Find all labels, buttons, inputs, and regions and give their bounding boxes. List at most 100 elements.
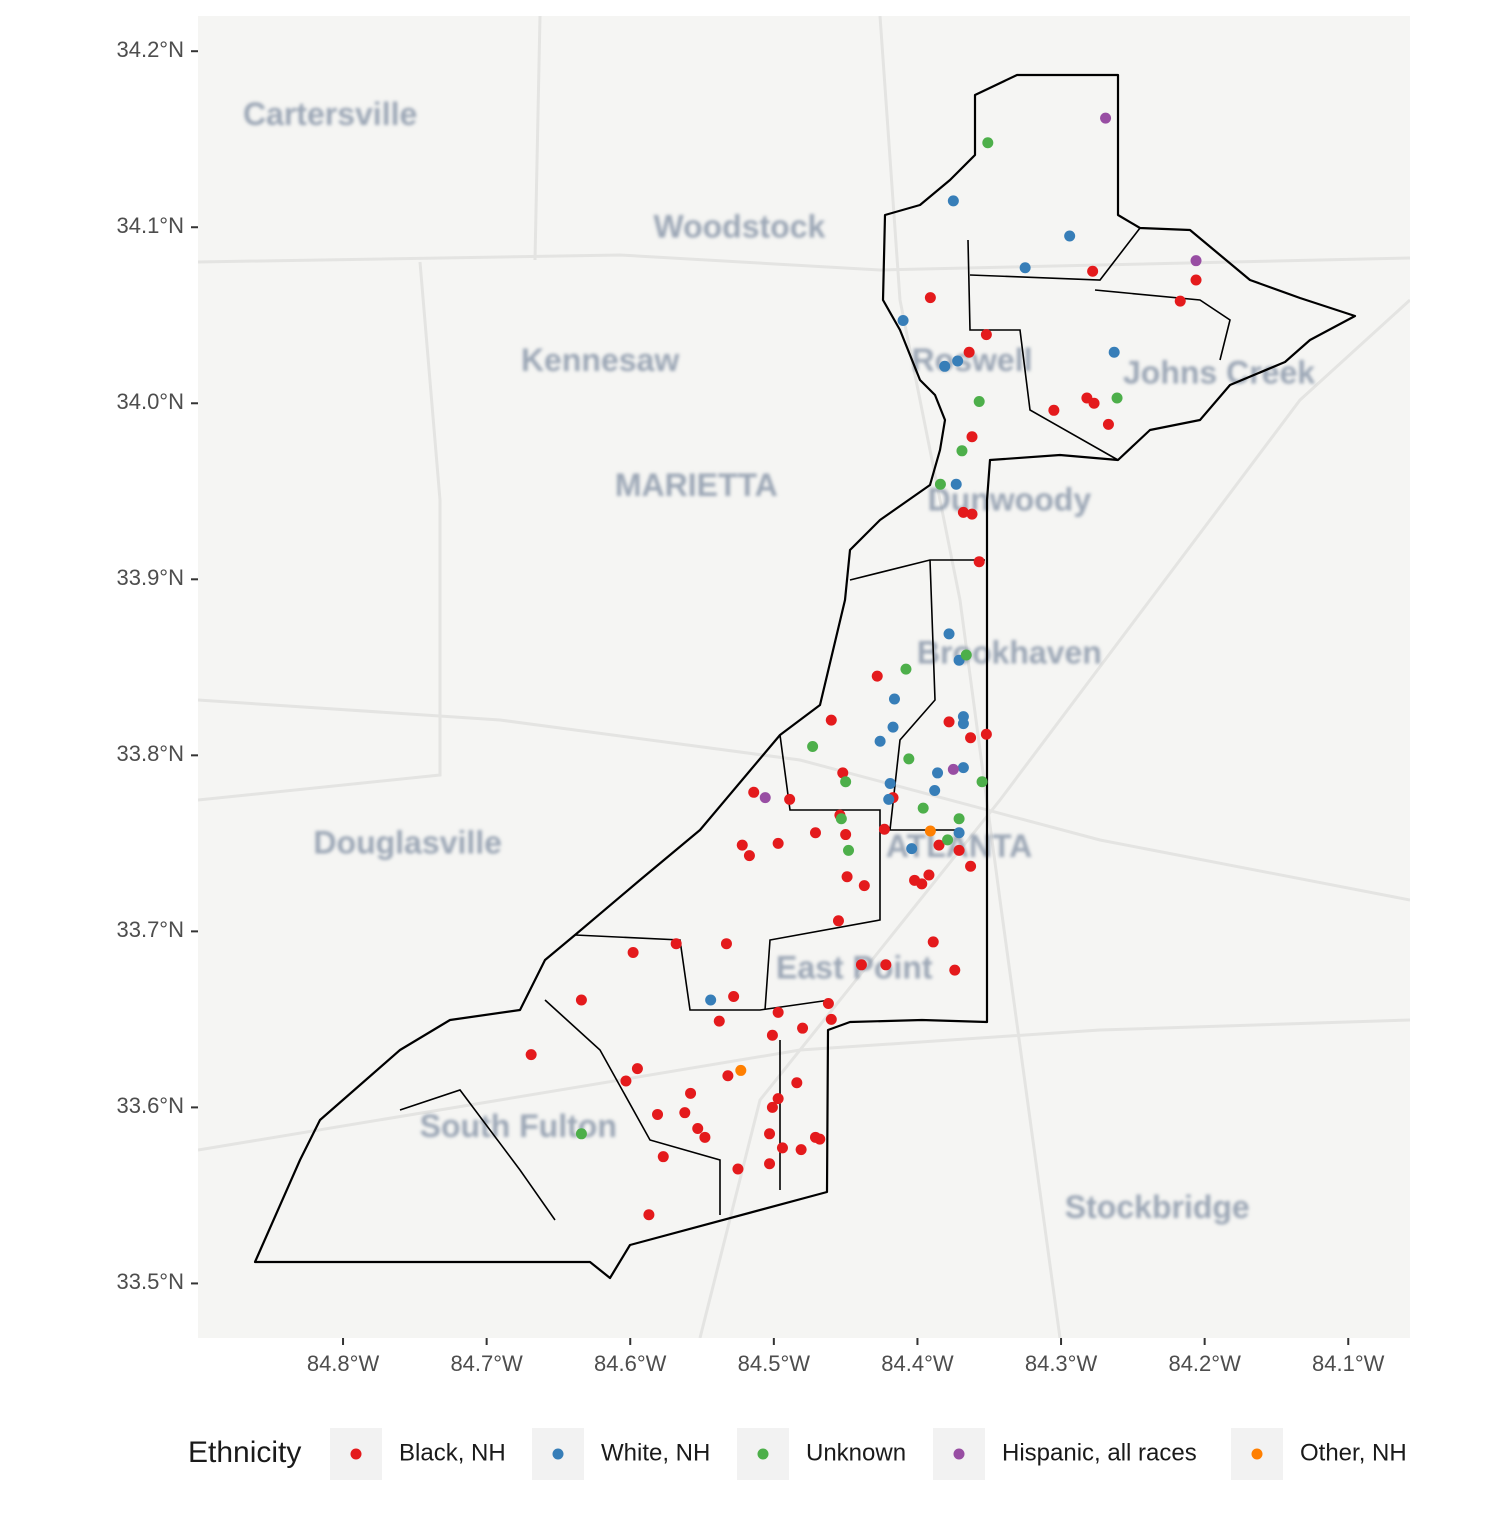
point (976, 776, 988, 788)
legend-label: White, NH (601, 1439, 710, 1466)
point (953, 827, 965, 839)
x-tick-label: 84.8°W (307, 1351, 380, 1376)
point (980, 329, 992, 341)
point (657, 1151, 669, 1163)
point (883, 793, 895, 805)
y-tick-label: 33.9°N (116, 565, 184, 590)
point (965, 860, 977, 872)
point (841, 871, 853, 883)
point (772, 1006, 784, 1018)
point (1088, 397, 1100, 409)
point (924, 292, 936, 304)
point (947, 763, 959, 775)
point (878, 823, 890, 835)
point (764, 1158, 776, 1170)
point (950, 478, 962, 490)
point (966, 431, 978, 443)
place-label: East Point (776, 950, 933, 986)
point (1019, 262, 1031, 274)
point (631, 1063, 643, 1075)
point (1190, 274, 1202, 286)
point (822, 998, 834, 1010)
point (923, 869, 935, 881)
point (957, 762, 969, 774)
place-label: Douglasville (313, 825, 502, 861)
point (837, 767, 849, 779)
place-labels: CartersvilleWoodstockKennesawMARIETTARos… (243, 96, 1315, 1225)
point (871, 670, 883, 682)
county-boundary (253, 73, 1357, 1280)
point (685, 1087, 697, 1099)
place-label: Woodstock (653, 208, 825, 244)
legend-swatch (757, 1448, 769, 1460)
point (840, 776, 852, 788)
place-label: South Fulton (420, 1108, 617, 1144)
point (840, 829, 852, 841)
point (897, 315, 909, 327)
point (732, 1163, 744, 1175)
point (670, 938, 682, 950)
point (874, 735, 886, 747)
point (1102, 418, 1114, 430)
point (927, 936, 939, 948)
point (965, 732, 977, 744)
point (699, 1131, 711, 1143)
x-tick-label: 84.1°W (1312, 1351, 1385, 1376)
point (1100, 112, 1112, 124)
point (880, 959, 892, 971)
point (957, 718, 969, 730)
point (776, 1142, 788, 1154)
point (932, 767, 944, 779)
point (735, 1064, 747, 1076)
point (943, 628, 955, 640)
point (855, 959, 867, 971)
point (933, 839, 945, 851)
legend-swatch (350, 1448, 362, 1460)
point (575, 994, 587, 1006)
point (953, 813, 965, 825)
point (1190, 255, 1202, 267)
point (809, 827, 821, 839)
point (973, 556, 985, 568)
point (784, 793, 796, 805)
point (960, 649, 972, 661)
place-label: Brookhaven (917, 634, 1102, 670)
point (900, 663, 912, 675)
point (728, 990, 740, 1002)
y-tick-label: 33.7°N (116, 917, 184, 942)
y-tick-label: 33.8°N (116, 741, 184, 766)
point (720, 938, 732, 950)
place-label: Cartersville (243, 96, 417, 132)
point (966, 508, 978, 520)
point (1108, 346, 1120, 358)
point (884, 777, 896, 789)
point (943, 716, 955, 728)
point (835, 813, 847, 825)
y-tick-label: 34.2°N (116, 37, 184, 62)
x-tick-label: 84.6°W (594, 1351, 667, 1376)
x-tick-label: 84.7°W (450, 1351, 523, 1376)
legend-swatch (953, 1448, 965, 1460)
point (887, 721, 899, 733)
y-tick-label: 33.5°N (116, 1269, 184, 1294)
point (858, 880, 870, 892)
place-label: Johns Creek (1123, 355, 1315, 391)
point (759, 792, 771, 804)
point (939, 360, 951, 372)
point (980, 728, 992, 740)
legend-label: Black, NH (399, 1439, 506, 1466)
point (924, 825, 936, 837)
point (807, 741, 819, 753)
point (766, 1029, 778, 1041)
point (963, 346, 975, 358)
point (722, 1070, 734, 1082)
point (795, 1144, 807, 1156)
point (620, 1075, 632, 1087)
legend-label: Other, NH (1300, 1439, 1407, 1466)
legend-label: Unknown (806, 1439, 906, 1466)
point (652, 1108, 664, 1120)
legend-title: Ethnicity (188, 1436, 301, 1469)
y-tick-label: 34.0°N (116, 389, 184, 414)
y-tick-label: 33.6°N (116, 1093, 184, 1118)
